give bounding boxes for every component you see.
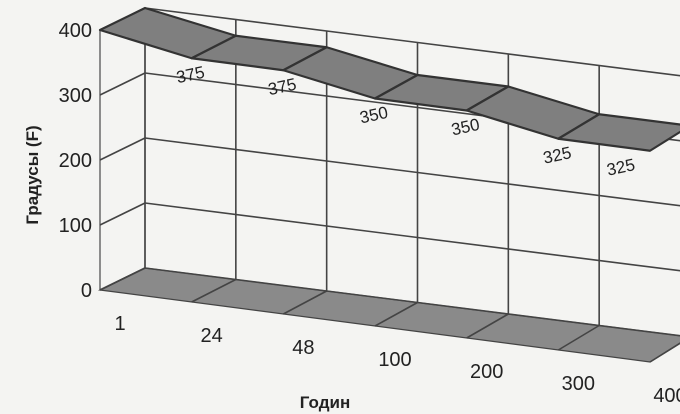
data-label: 325 [541, 143, 573, 167]
data-label: 375 [175, 63, 207, 87]
data-label: 350 [358, 103, 390, 127]
floor-gridline [466, 313, 509, 339]
floor-gridline [99, 267, 146, 291]
x-tick-label: 400 [653, 385, 680, 407]
x-axis-ticks: 1 24 48 100 200 300 400 [114, 313, 680, 407]
data-ribbon [98, 6, 680, 152]
floor-gridline [557, 324, 600, 351]
floor-gridline [374, 301, 418, 327]
side-gridline [99, 137, 146, 161]
floor-gridline [282, 290, 328, 315]
chart-floor [97, 267, 680, 363]
y-tick-label: 400 [59, 20, 92, 42]
data-label: 325 [605, 155, 637, 179]
data-label: 350 [450, 115, 482, 139]
y-tick-label: 300 [59, 85, 92, 107]
x-tick-label: 1 [114, 313, 125, 335]
x-tick-label: 300 [562, 373, 595, 395]
side-gridline [99, 202, 146, 226]
x-tick-label: 24 [201, 325, 223, 347]
y-axis-ticks: 0 100 200 300 400 [59, 20, 92, 302]
y-tick-label: 0 [81, 280, 92, 302]
floor-gridline [649, 342, 680, 363]
y-tick-label: 200 [59, 150, 92, 172]
floor-plane [97, 267, 680, 363]
ribbon-segment [557, 113, 680, 152]
side-gridline [99, 72, 146, 96]
x-axis-title: Годин [300, 393, 350, 412]
y-tick-label: 100 [59, 215, 92, 237]
data-label: 375 [266, 75, 298, 99]
x-tick-label: 200 [470, 361, 503, 383]
floor-gridline [191, 278, 237, 303]
x-tick-label: 48 [292, 337, 314, 359]
x-tick-label: 100 [378, 349, 411, 371]
y-axis-title: Градусы (F) [23, 125, 42, 224]
